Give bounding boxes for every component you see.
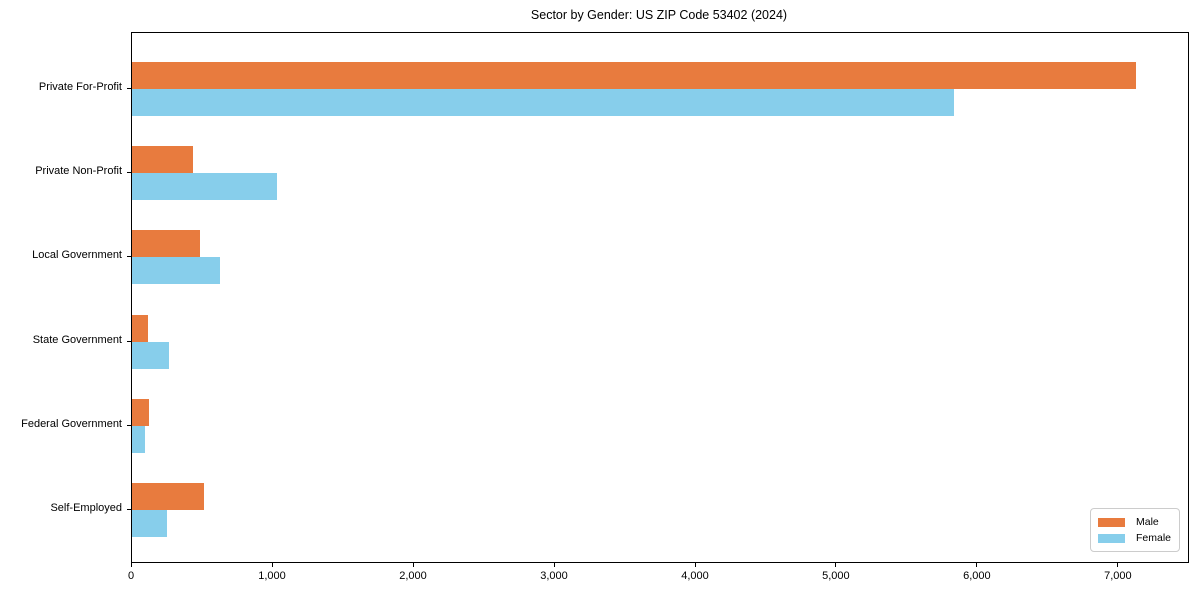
x-tick-label: 7,000 bbox=[1104, 570, 1132, 582]
x-tick-label: 1,000 bbox=[258, 570, 286, 582]
chart-title: Sector by Gender: US ZIP Code 53402 (202… bbox=[530, 8, 788, 22]
bar-male-local-government bbox=[132, 230, 200, 258]
y-tick-mark bbox=[127, 424, 131, 426]
category-label-private-non-profit: Private Non-Profit bbox=[35, 165, 122, 178]
x-tick-label: 0 bbox=[127, 570, 135, 582]
x-tick-label: 3,000 bbox=[540, 570, 568, 582]
category-label-self-employed: Self-Employed bbox=[50, 502, 122, 514]
legend-item-female: Female bbox=[1098, 532, 1179, 544]
bar-male-private-non-profit bbox=[132, 146, 193, 174]
bar-female-federal-government bbox=[132, 425, 146, 453]
category-label-state-government: State Government bbox=[32, 333, 122, 346]
bar-male-state-government bbox=[132, 314, 149, 342]
legend: Male Female bbox=[1090, 508, 1180, 552]
bar-male-federal-government bbox=[132, 398, 149, 426]
x-tick-label: 4,000 bbox=[681, 570, 709, 582]
plot-area bbox=[131, 32, 1189, 563]
bar-male-private-for-profit bbox=[132, 62, 1136, 89]
bar-female-state-government bbox=[132, 341, 169, 369]
x-tick-label: 5,000 bbox=[822, 570, 850, 582]
bar-female-private-for-profit bbox=[132, 89, 954, 116]
y-tick-mark bbox=[127, 256, 131, 258]
x-tick-mark bbox=[271, 563, 273, 567]
female-series-swatch bbox=[1098, 533, 1125, 543]
category-label-private-for-profit: Private For-Profit bbox=[38, 81, 122, 93]
y-tick-mark bbox=[127, 340, 131, 342]
legend-label-female: Female bbox=[1136, 532, 1172, 544]
y-tick-mark bbox=[127, 509, 131, 510]
bar-female-private-non-profit bbox=[132, 173, 277, 201]
x-tick-mark bbox=[694, 563, 696, 567]
x-tick-mark bbox=[130, 563, 132, 567]
x-tick-label: 6,000 bbox=[963, 570, 991, 582]
x-tick-mark bbox=[835, 563, 837, 567]
x-tick-mark bbox=[1117, 563, 1119, 567]
male-series-swatch bbox=[1098, 517, 1125, 527]
legend-item-male: Male bbox=[1098, 516, 1179, 528]
y-tick-mark bbox=[127, 172, 131, 174]
legend-label-male: Male bbox=[1136, 516, 1159, 528]
x-tick-mark bbox=[553, 563, 555, 567]
bar-male-self-employed bbox=[132, 483, 204, 510]
y-tick-mark bbox=[127, 88, 131, 89]
category-label-local-government: Local Government bbox=[32, 249, 122, 262]
bar-female-self-employed bbox=[132, 510, 168, 537]
bar-female-local-government bbox=[132, 257, 221, 285]
category-label-federal-government: Federal Government bbox=[21, 417, 122, 430]
x-tick-mark bbox=[976, 563, 978, 567]
x-tick-label: 2,000 bbox=[399, 570, 427, 582]
x-tick-mark bbox=[412, 563, 414, 567]
